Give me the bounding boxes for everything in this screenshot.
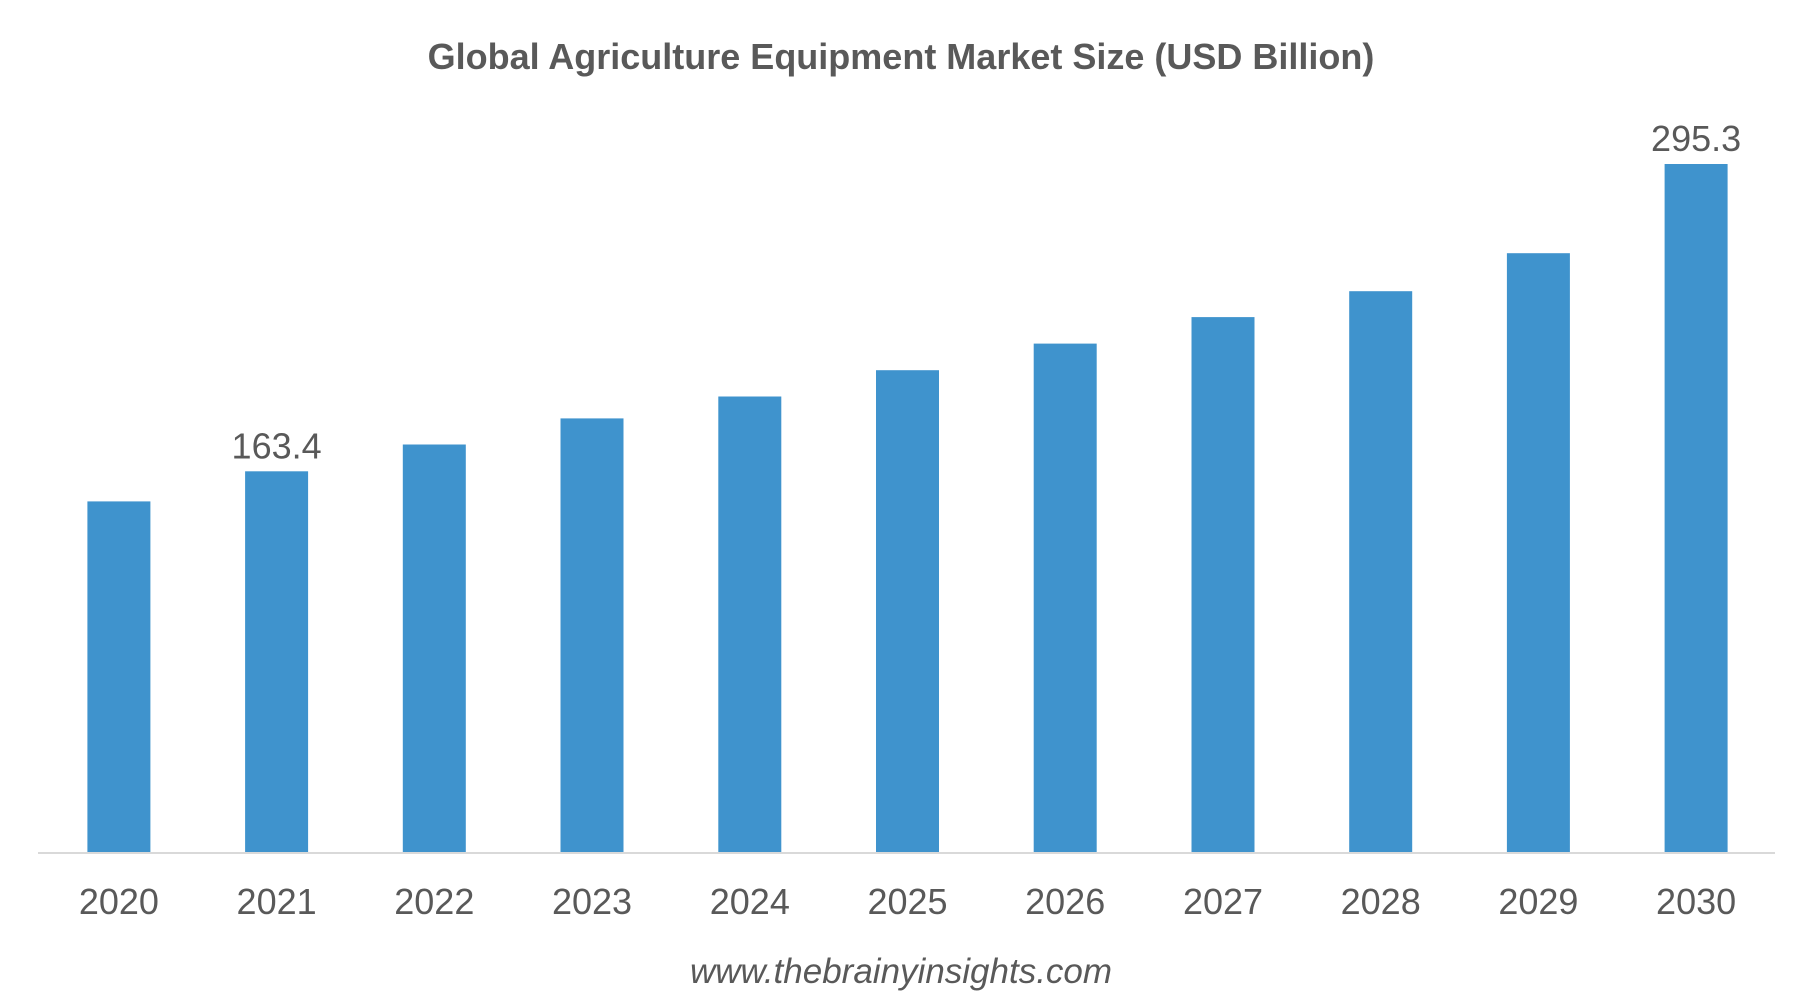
bar-2029	[1506, 253, 1570, 852]
data-label-2030: 295.3	[1651, 118, 1741, 159]
x-tick-label-2020: 2020	[79, 881, 159, 922]
bar-2021	[245, 471, 309, 852]
bar-2030	[1664, 164, 1728, 852]
x-tick-label-2028: 2028	[1341, 881, 1421, 922]
source-watermark: www.thebrainyinsights.com	[689, 952, 1113, 991]
data-label-2021: 163.4	[232, 425, 322, 466]
bar-2023	[560, 418, 624, 852]
x-tick-label-2029: 2029	[1498, 881, 1578, 922]
x-tick-label-2022: 2022	[394, 881, 474, 922]
bar-2025	[876, 370, 939, 852]
bar-2020	[87, 501, 151, 852]
x-tick-label-2023: 2023	[552, 881, 632, 922]
x-tick-label-2025: 2025	[867, 881, 947, 922]
bar-2024	[718, 396, 782, 852]
chart-title: Global Agriculture Equipment Market Size…	[427, 36, 1375, 77]
bar-2027	[1191, 317, 1255, 853]
x-tick-label-2027: 2027	[1183, 881, 1263, 922]
bar-2022	[402, 444, 466, 852]
x-tick-label-2030: 2030	[1656, 881, 1736, 922]
x-tick-label-2026: 2026	[1025, 881, 1105, 922]
bar-2028	[1349, 291, 1413, 852]
x-tick-label-2024: 2024	[710, 881, 790, 922]
bar-2026	[1033, 343, 1097, 852]
x-tick-label-2021: 2021	[237, 881, 317, 922]
